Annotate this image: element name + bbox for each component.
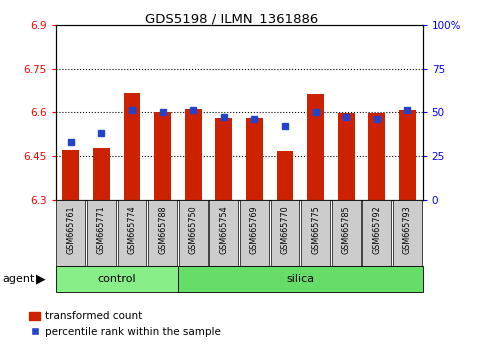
Text: GSM665750: GSM665750 (189, 205, 198, 254)
Bar (369, 113, 385, 200)
Text: GDS5198 / ILMN_1361886: GDS5198 / ILMN_1361886 (145, 12, 318, 25)
Bar (87, 200, 116, 266)
Text: GSM665792: GSM665792 (372, 205, 381, 254)
Text: silica: silica (286, 274, 314, 284)
Text: GSM665793: GSM665793 (403, 205, 412, 254)
Bar (240, 200, 269, 266)
Text: GSM665761: GSM665761 (66, 205, 75, 254)
Bar (148, 200, 177, 266)
Bar (246, 118, 263, 200)
Text: GSM665769: GSM665769 (250, 205, 259, 254)
Bar (179, 200, 208, 266)
Text: GSM665775: GSM665775 (311, 205, 320, 254)
Bar (210, 200, 238, 266)
Bar (301, 200, 330, 266)
Text: GSM665785: GSM665785 (341, 205, 351, 254)
Bar (62, 150, 79, 200)
Bar (93, 148, 110, 200)
Bar (332, 200, 360, 266)
Text: GSM665774: GSM665774 (128, 205, 137, 254)
Text: agent: agent (2, 274, 35, 284)
Bar (393, 200, 422, 266)
Text: GSM665771: GSM665771 (97, 205, 106, 254)
Text: control: control (98, 274, 136, 284)
Bar (118, 200, 146, 266)
Bar (57, 200, 85, 266)
Text: ▶: ▶ (36, 272, 46, 285)
Bar (277, 151, 293, 200)
Bar (399, 110, 416, 200)
Bar (215, 118, 232, 200)
Bar (185, 109, 201, 200)
Text: GSM665770: GSM665770 (281, 205, 289, 254)
Bar (124, 93, 141, 200)
Text: GSM665788: GSM665788 (158, 205, 167, 254)
Bar (362, 200, 391, 266)
Text: GSM665754: GSM665754 (219, 205, 228, 254)
Bar (270, 200, 299, 266)
Bar (56, 266, 178, 292)
Bar (154, 112, 171, 200)
Bar (338, 113, 355, 200)
Bar (178, 266, 423, 292)
Bar (307, 94, 324, 200)
Legend: transformed count, percentile rank within the sample: transformed count, percentile rank withi… (29, 312, 221, 337)
